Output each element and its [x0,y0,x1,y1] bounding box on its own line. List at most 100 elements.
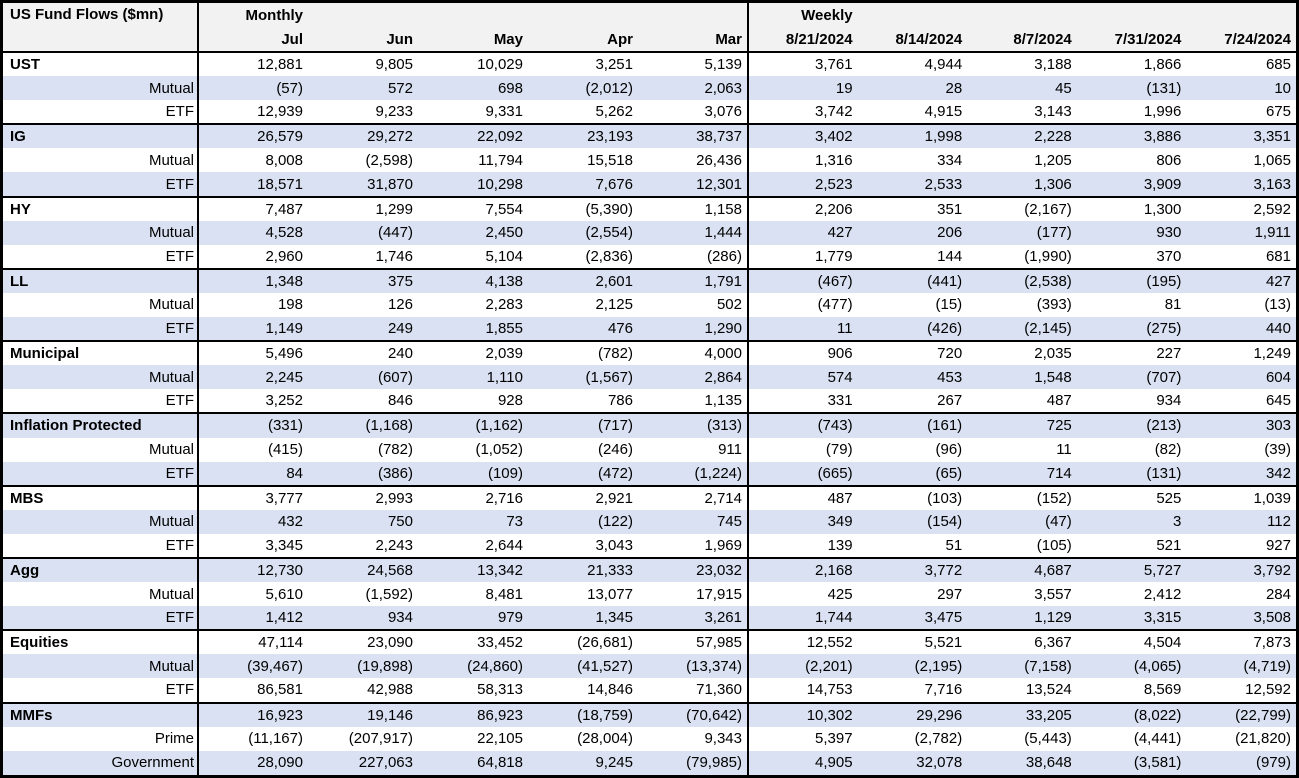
table-cell: 930 [1076,220,1187,245]
table-cell: 112 [1186,509,1296,534]
row-label: MBS [3,484,199,510]
row-label: ETF [3,317,199,342]
row-label: Mutual [3,582,199,607]
table-cell: 284 [1265,585,1291,603]
table-cell: 29,272 [308,123,418,149]
table-cell: (82) [1154,441,1182,459]
table-row: Mutual 8,008 (2,598) 11,794 15,518 26,436 1,31… [3,148,1296,173]
table-cell: (154) [857,509,968,534]
table-row: UST 12,881 9,805 10,029 3,251 5,139 3,761 4,944… [3,50,1296,77]
table-cell: 3,252 [265,392,303,410]
table-cell: 1,345 [528,606,638,631]
table-cell: 2,601 [528,267,638,293]
table-cell: 38,737 [638,123,748,149]
table-cell: 18,571 [198,172,308,197]
table-row: ETF 3,252 846 928 786 1,135 331 267 487 934 645 [3,389,1296,414]
table-cell: (79) [747,437,858,462]
table-cell: 144 [937,247,963,265]
table-cell: (7,158) [967,654,1077,679]
table-cell: 38,648 [967,750,1077,775]
table-cell: (717) [528,412,638,438]
table-cell: 3 [1076,509,1187,534]
row-label: Municipal [3,340,199,366]
table-cell: 425 [747,582,858,607]
table-cell: 1,300 [1076,195,1187,221]
table-cell: (152) [967,484,1077,510]
table-cell: 7,716 [924,681,963,699]
table-cell: 10 [1186,76,1296,101]
table-cell: (1,168) [308,412,418,438]
table-cell: 1,744 [747,606,858,631]
table-cell: (2,195) [857,654,968,679]
table-cell: (22,799) [1186,701,1296,727]
table-cell: (782) [377,441,413,459]
table-cell: 26,579 [198,123,308,149]
table-row: MMFs 16,923 19,146 86,923 (18,759) (70,642) 10… [3,701,1296,727]
table-row: ETF 1,149 249 1,855 476 1,290 11 (426) (2,145) (2… [3,317,1296,342]
table-cell: 3,143 [1034,103,1072,121]
column-header: 8/14/2024 [857,27,968,53]
table-cell: (2,538) [967,267,1077,293]
header-spacer [308,3,418,27]
row-label: ETF [3,244,199,269]
table-row: Mutual 432 750 73 (122) 745 349 (154) (47) 3 112 [3,509,1296,534]
table-cell: 2,063 [638,76,748,101]
table-cell: 7,873 [1186,629,1296,655]
table-cell: 1,306 [967,172,1077,197]
row-label: ETF [3,172,199,197]
table-title: US Fund Flows ($mn) [3,3,199,52]
table-cell: 928 [497,392,523,410]
table-cell: (743) [747,412,858,438]
table-cell: 45 [967,76,1077,101]
table-cell: 1,205 [1034,151,1072,169]
table-cell: (2,145) [967,317,1077,342]
table-row: Mutual 5,610 (1,592) 8,481 13,077 17,915 425 29… [3,582,1296,607]
table-cell: 911 [718,441,742,459]
table-row: Agg 12,730 24,568 13,342 21,333 23,032 2,168 3,… [3,556,1296,583]
row-label: Mutual [3,220,199,245]
table-cell: 10,029 [418,50,528,77]
table-cell: 476 [528,317,638,342]
column-header: Mar [638,27,748,53]
row-label: ETF [3,678,199,703]
row-label: Inflation Protected [3,412,199,438]
table-cell: 24,568 [308,556,418,583]
table-cell: (1,224) [638,461,748,486]
table-cell: 2,714 [638,484,748,510]
table-cell: (131) [1076,76,1187,101]
table-cell: 42,988 [367,681,413,699]
table-cell: 22,092 [418,123,528,149]
table-cell: (467) [747,267,858,293]
table-cell: 3,557 [1034,585,1072,603]
table-cell: 5,521 [857,629,968,655]
header-spacer [1186,3,1296,27]
table-cell: (2,201) [747,654,858,679]
table-cell: 3,508 [1186,606,1296,631]
table-cell: 2,243 [375,536,413,554]
table-cell: 7,554 [418,195,528,221]
table-cell: 3,475 [857,606,968,631]
table-cell: 3,043 [595,536,633,554]
header-spacer [638,3,748,27]
table-cell: (8,022) [1076,701,1187,727]
table-cell: 1,290 [638,317,748,342]
table-cell: 12,881 [198,50,308,77]
table-cell: 11 [1056,441,1072,459]
table-cell: 5,139 [638,50,748,77]
table-cell: 28,090 [198,750,308,775]
table-cell: (13,374) [638,654,748,679]
table-cell: 12,552 [747,629,858,655]
table-cell: 432 [198,509,308,534]
table-cell: 1,996 [1143,103,1182,121]
row-label: Mutual [3,437,199,462]
table-cell: 3,909 [1076,172,1187,197]
table-cell: 574 [747,365,858,390]
table-cell: 8,481 [485,585,523,603]
table-cell: (1,990) [1024,247,1072,265]
table-cell: 9,805 [308,50,418,77]
table-cell: 1,412 [198,606,308,631]
table-row: LL 1,348 375 4,138 2,601 1,791 (467) (441) (2,53… [3,267,1296,293]
table-cell: 139 [747,533,858,558]
column-header: May [418,27,528,53]
table-cell: 58,313 [477,681,523,699]
